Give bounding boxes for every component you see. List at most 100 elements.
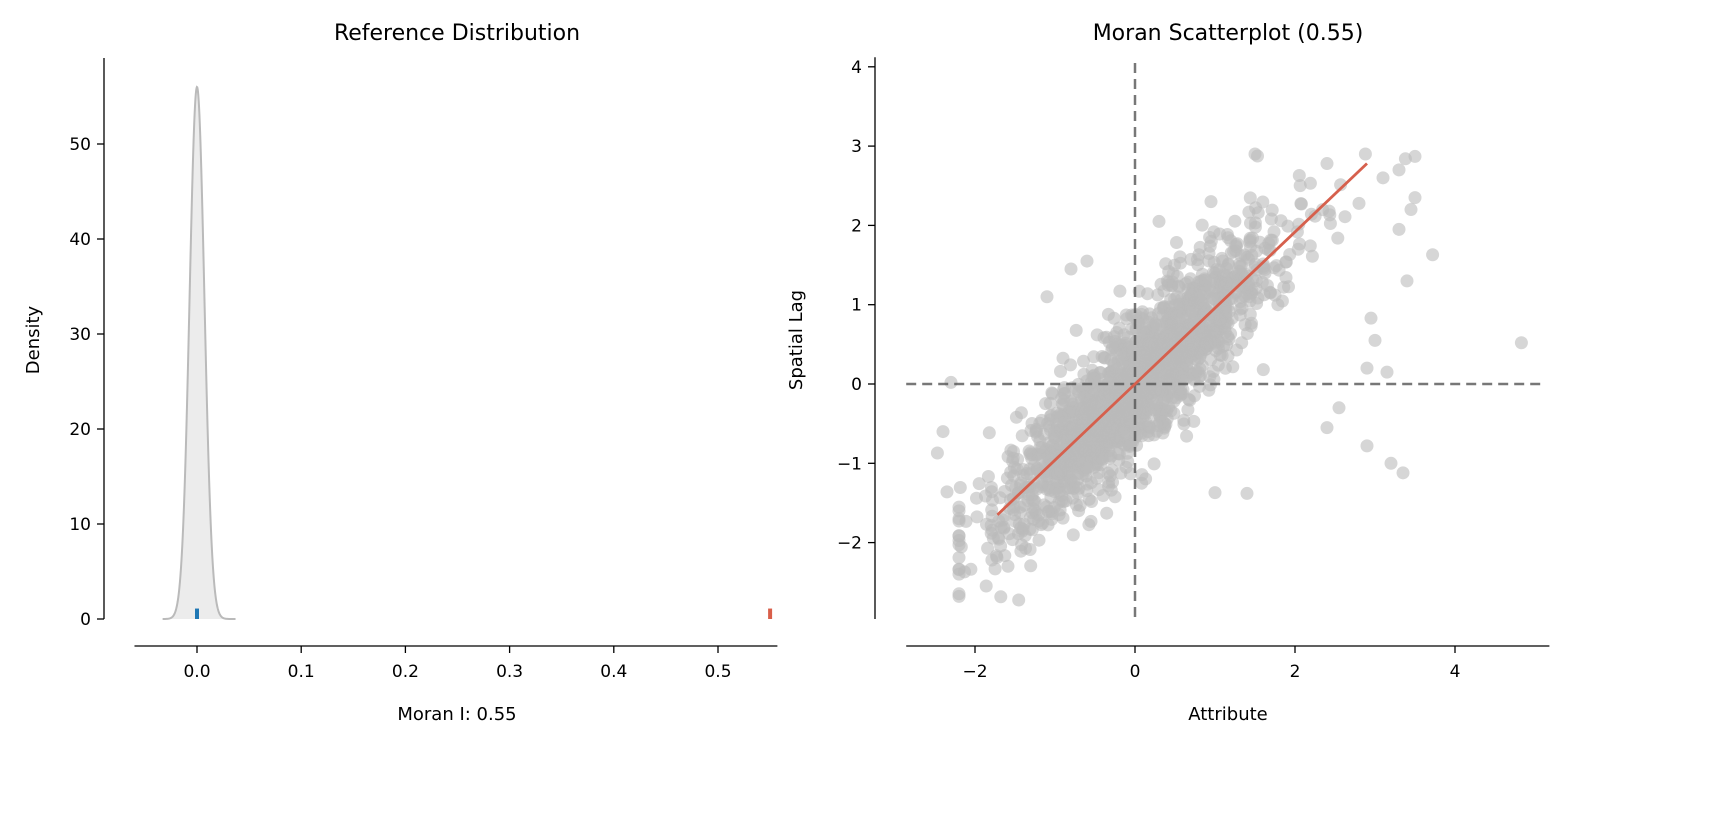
scatter-point bbox=[1207, 225, 1221, 239]
scatter-point bbox=[1035, 440, 1049, 454]
scatter-point bbox=[985, 503, 999, 517]
scatter-point bbox=[1187, 414, 1201, 428]
scatter-point bbox=[1358, 147, 1372, 161]
scatter-point bbox=[1135, 468, 1149, 482]
scatter-point bbox=[1514, 336, 1528, 350]
scatter-point bbox=[1068, 460, 1082, 474]
scatter-point bbox=[1221, 231, 1235, 245]
scatter-point bbox=[970, 491, 983, 505]
scatter-point bbox=[1264, 286, 1277, 300]
scatter-point bbox=[936, 425, 950, 439]
left-y-tick-label: 40 bbox=[69, 230, 91, 250]
scatter-point bbox=[1396, 466, 1410, 480]
scatter-point bbox=[1142, 419, 1156, 433]
scatter-point bbox=[1126, 343, 1140, 357]
right-y-tick-label: 2 bbox=[851, 216, 862, 236]
scatter-point bbox=[1051, 466, 1065, 480]
scatter-point bbox=[1265, 203, 1279, 217]
scatter-point bbox=[1222, 332, 1236, 346]
scatter-point bbox=[1211, 358, 1225, 372]
scatter-point bbox=[1107, 311, 1121, 325]
scatter-point bbox=[1376, 171, 1390, 185]
scatter-point bbox=[930, 446, 944, 460]
scatter-point bbox=[1408, 191, 1422, 205]
scatter-point bbox=[1248, 147, 1262, 161]
scatter-point bbox=[1084, 514, 1098, 528]
scatter-point bbox=[1204, 195, 1218, 209]
kde-curve bbox=[162, 85, 236, 620]
scatter-point bbox=[1082, 400, 1096, 413]
scatter-point bbox=[952, 500, 966, 514]
scatter-point bbox=[1229, 240, 1243, 254]
scatter-point bbox=[1180, 371, 1194, 384]
scatter-point bbox=[1303, 239, 1317, 253]
scatter-point bbox=[1243, 235, 1257, 249]
scatter-point bbox=[1277, 280, 1291, 294]
scatter-point bbox=[952, 589, 966, 603]
scatter-point bbox=[1214, 280, 1228, 294]
scatter-point bbox=[1400, 274, 1414, 288]
scatter-point bbox=[1108, 490, 1122, 504]
scatter-point bbox=[1238, 318, 1252, 332]
scatter-point bbox=[1265, 233, 1279, 247]
scatter-point bbox=[1101, 466, 1115, 480]
scatter-point bbox=[1087, 372, 1101, 386]
scatter-point bbox=[1103, 420, 1117, 434]
scatter-point bbox=[1079, 390, 1093, 403]
scatter-point bbox=[1174, 382, 1188, 396]
scatter-point bbox=[1029, 424, 1043, 438]
scatter-point bbox=[1267, 261, 1281, 275]
scatter-point bbox=[1010, 462, 1024, 476]
scatter-point bbox=[1392, 163, 1406, 177]
scatter-point bbox=[1180, 429, 1194, 443]
scatter-point bbox=[1172, 279, 1186, 293]
scatter-point bbox=[1045, 512, 1059, 526]
scatter-point bbox=[1053, 452, 1067, 465]
scatter-point bbox=[1234, 291, 1248, 304]
scatter-point bbox=[1077, 367, 1091, 381]
left-chart-title: Reference Distribution bbox=[334, 21, 580, 46]
scatter-point bbox=[1078, 443, 1092, 457]
scatter-point bbox=[1024, 559, 1038, 573]
scatter-point bbox=[1331, 231, 1345, 245]
scatter-point bbox=[1072, 481, 1086, 495]
left-y-tick-label: 50 bbox=[69, 135, 91, 155]
scatter-point bbox=[1203, 239, 1217, 253]
moran-scatterplot-panel: Moran Scatterplot (0.55) Attribute Spati… bbox=[786, 21, 1550, 725]
left-x-tick-label: 0.3 bbox=[496, 662, 523, 682]
scatter-point bbox=[1154, 277, 1168, 291]
scatter-point bbox=[1320, 421, 1334, 435]
left-y-axis-label: Density bbox=[23, 305, 44, 374]
scatter-point bbox=[1142, 399, 1156, 412]
scatter-point bbox=[1045, 386, 1059, 400]
scatter-point bbox=[1015, 429, 1029, 443]
scatter-point bbox=[1157, 335, 1170, 349]
scatter-point bbox=[1194, 289, 1208, 303]
scatter-point bbox=[944, 375, 958, 389]
scatter-point bbox=[1249, 281, 1263, 295]
scatter-point bbox=[998, 549, 1012, 563]
scatter-point bbox=[1426, 248, 1440, 262]
right-chart-title: Moran Scatterplot (0.55) bbox=[1093, 21, 1364, 46]
scatter-point bbox=[1080, 254, 1094, 268]
scatter-point bbox=[1069, 323, 1083, 337]
right-x-axis-label: Attribute bbox=[1188, 704, 1267, 725]
scatter-point bbox=[1294, 197, 1308, 211]
scatter-point bbox=[1256, 363, 1270, 377]
scatter-point bbox=[1322, 204, 1336, 218]
scatter-point bbox=[1291, 242, 1305, 256]
scatter-point bbox=[1096, 489, 1110, 502]
scatter-point bbox=[1155, 318, 1168, 332]
regression-line bbox=[996, 162, 1368, 516]
scatter-point bbox=[952, 512, 966, 526]
right-x-tick-label: 2 bbox=[1290, 662, 1301, 682]
scatter-point bbox=[1245, 248, 1259, 262]
scatter-point bbox=[1173, 250, 1187, 264]
scatter-point bbox=[1049, 482, 1063, 496]
scatter-point bbox=[1057, 387, 1071, 401]
right-y-axis-label: Spatial Lag bbox=[786, 290, 807, 390]
left-x-tick-label: 0.1 bbox=[288, 662, 315, 682]
scatter-point bbox=[953, 481, 967, 494]
scatter-point bbox=[1066, 528, 1080, 542]
